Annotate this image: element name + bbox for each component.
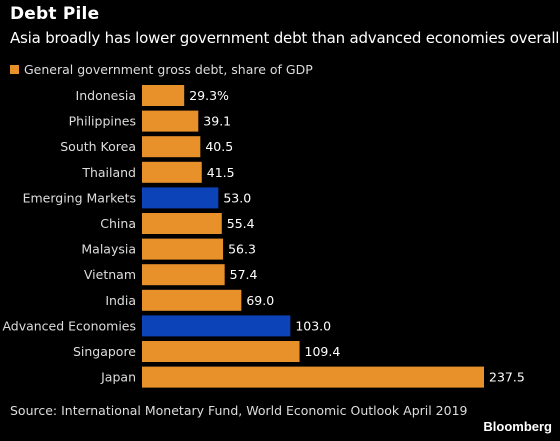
value-label-singapore: 109.4 xyxy=(305,344,341,359)
category-label-vietnam: Vietnam xyxy=(84,267,136,282)
value-label-china: 55.4 xyxy=(227,216,255,231)
bar-china xyxy=(142,213,222,234)
bar-philippines xyxy=(142,110,199,132)
value-label-japan: 237.5 xyxy=(489,370,525,385)
value-label-malaysia: 56.3 xyxy=(228,242,256,257)
bar-south-korea xyxy=(142,136,201,158)
bar-japan xyxy=(142,366,484,388)
value-label-philippines: 39.1 xyxy=(203,114,231,129)
value-label-vietnam: 57.4 xyxy=(230,267,258,282)
category-label-advanced-economies: Advanced Economies xyxy=(2,318,136,333)
category-label-india: India xyxy=(105,293,136,308)
bar-vietnam xyxy=(142,264,225,286)
bar-singapore xyxy=(142,341,300,362)
bar-indonesia xyxy=(142,85,185,106)
bar-thailand xyxy=(142,161,202,183)
value-label-india: 69.0 xyxy=(246,293,274,308)
category-label-singapore: Singapore xyxy=(73,344,136,359)
value-label-thailand: 41.5 xyxy=(207,165,235,180)
value-label-indonesia: 29.3% xyxy=(189,88,229,103)
category-label-philippines: Philippines xyxy=(69,114,136,129)
value-label-advanced-economies: 103.0 xyxy=(295,318,331,333)
chart-subtitle: Asia broadly has lower government debt t… xyxy=(10,29,560,47)
chart-title: Debt Pile xyxy=(10,4,100,24)
category-label-south-korea: South Korea xyxy=(60,139,136,154)
category-label-indonesia: Indonesia xyxy=(76,88,136,103)
bar-malaysia xyxy=(142,238,224,260)
bar-emerging-markets xyxy=(142,187,219,209)
bloomberg-logo: Bloomberg xyxy=(483,419,552,434)
source-note: Source: International Monetary Fund, Wor… xyxy=(10,403,468,418)
category-label-china: China xyxy=(100,216,136,231)
category-label-thailand: Thailand xyxy=(81,165,136,180)
legend: General government gross debt, share of … xyxy=(10,62,313,77)
category-label-malaysia: Malaysia xyxy=(81,242,136,257)
value-label-emerging-markets: 53.0 xyxy=(223,190,251,205)
legend-label: General government gross debt, share of … xyxy=(24,62,313,77)
category-label-japan: Japan xyxy=(100,370,136,385)
value-label-south-korea: 40.5 xyxy=(205,139,233,154)
bar-advanced-economies xyxy=(142,315,291,337)
bar-india xyxy=(142,289,242,311)
legend-swatch xyxy=(10,65,19,74)
category-label-emerging-markets: Emerging Markets xyxy=(23,190,136,205)
